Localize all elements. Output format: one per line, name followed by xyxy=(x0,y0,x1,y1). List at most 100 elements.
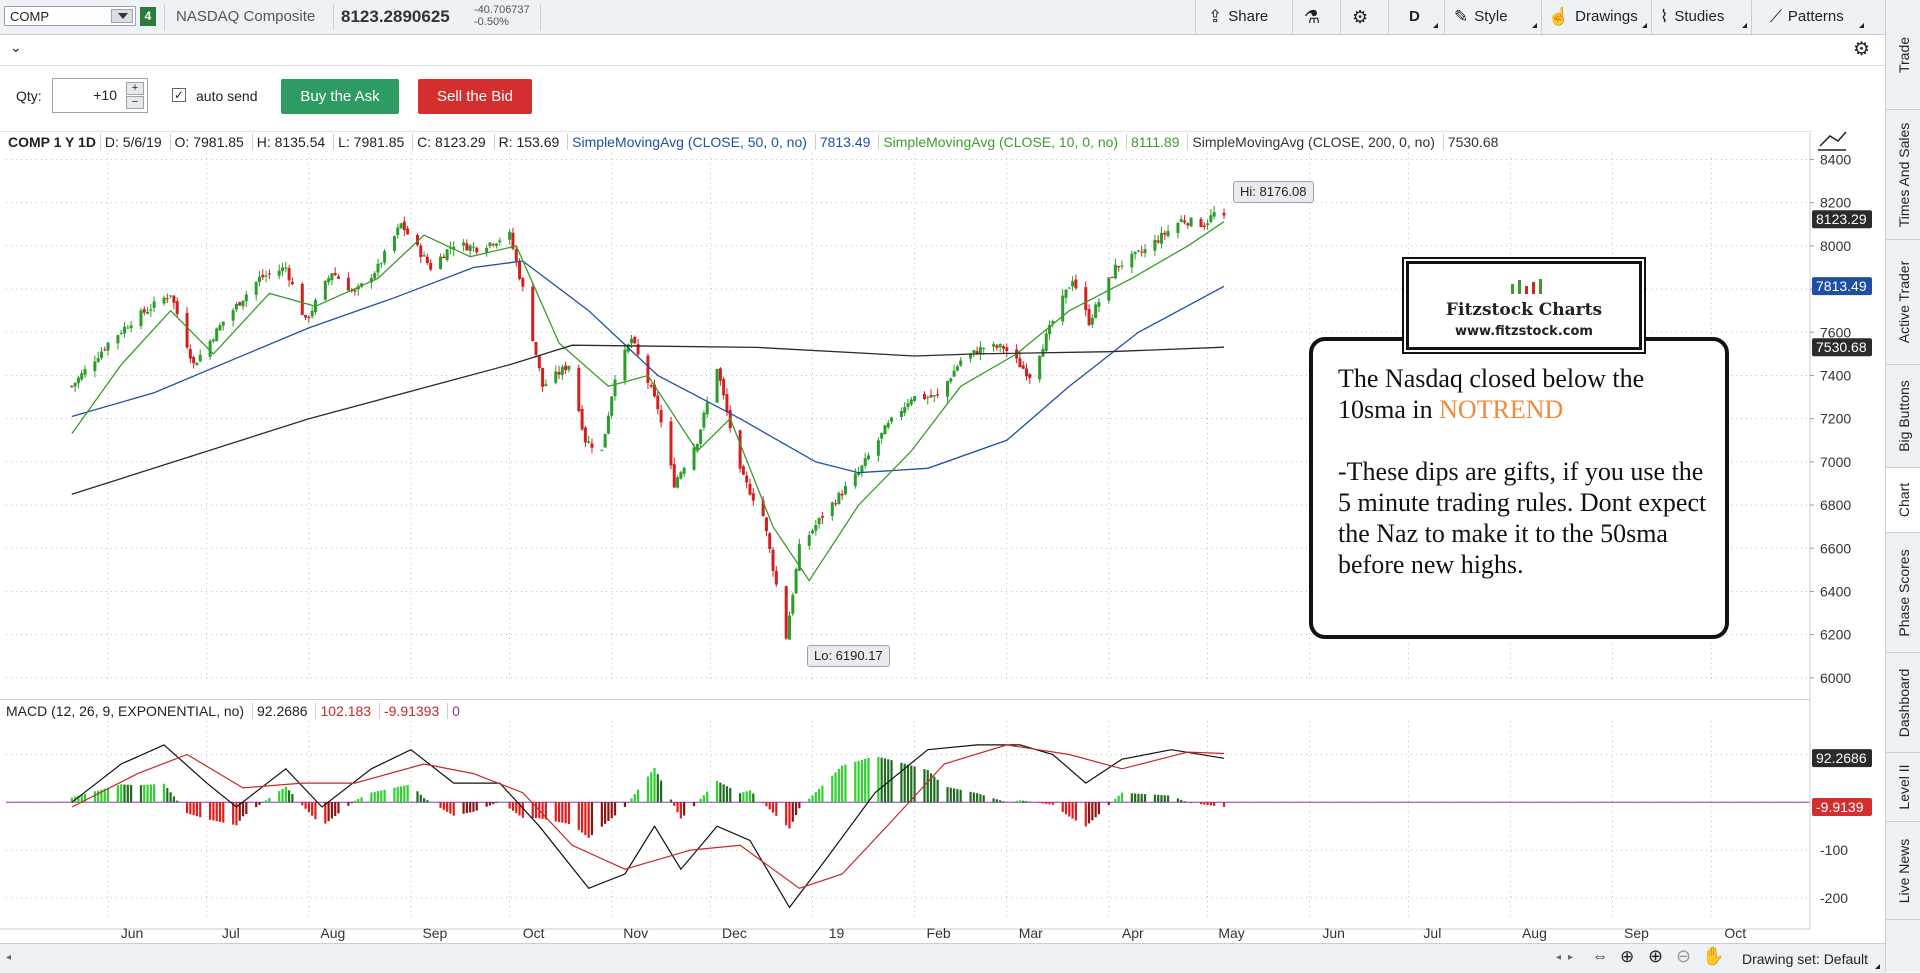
gear-icon[interactable]: ⚙ xyxy=(1853,39,1871,60)
aggregation-button[interactable]: D xyxy=(1409,8,1420,25)
macd-value: 92.2686 xyxy=(251,703,312,719)
pan-hand-icon[interactable]: ✋ xyxy=(1702,946,1725,966)
candle-body xyxy=(162,297,166,304)
auto-send-checkbox[interactable]: ✓ xyxy=(172,88,186,102)
candle-body xyxy=(126,327,130,329)
price-candles xyxy=(70,205,1226,640)
fitzstock-logo: Fitzstock Charts www.fitzstock.com xyxy=(1404,259,1644,352)
candle-body xyxy=(330,273,334,281)
candle-body xyxy=(1199,219,1203,227)
tab-times-and-sales[interactable]: Times And Sales xyxy=(1886,110,1920,240)
share-button[interactable]: ⇪ Share xyxy=(1208,0,1268,34)
legend-sma10-value: 8111.89 xyxy=(1125,134,1184,150)
legend-close: C: 8123.29 xyxy=(412,134,490,150)
link-group-badge[interactable]: 4 xyxy=(140,7,156,26)
zoom-out-icon[interactable]: ⊖ xyxy=(1676,946,1692,966)
candle-body xyxy=(290,281,294,285)
candle-body xyxy=(70,385,74,387)
candle-body xyxy=(537,355,541,369)
candle-body xyxy=(475,247,479,253)
studies-button[interactable]: ⌇ Studies xyxy=(1660,0,1724,34)
candle-body xyxy=(1005,347,1009,352)
candle-body xyxy=(982,347,986,350)
price-mark-bg xyxy=(1812,338,1872,357)
candle-body xyxy=(399,223,403,229)
style-button[interactable]: ✎ Style xyxy=(1454,0,1508,34)
candle-body xyxy=(682,467,686,474)
candle-body xyxy=(1090,317,1094,325)
scroll-left-icon[interactable]: ◂ xyxy=(6,952,12,963)
flask-button[interactable]: ⚗ xyxy=(1304,0,1320,34)
legend-open: O: 7981.85 xyxy=(169,134,248,150)
price-mark-bg xyxy=(1812,210,1872,229)
tab-active-trader[interactable]: Active Trader xyxy=(1886,240,1920,365)
tab-trade[interactable]: Trade xyxy=(1886,0,1920,110)
candle-body xyxy=(465,243,469,251)
drawings-label: Drawings xyxy=(1575,8,1638,25)
tab-label: Chart xyxy=(1895,482,1912,518)
top-toolbar: COMP 4 NASDAQ Composite 8123.2890625 -40… xyxy=(0,0,1885,35)
candle-body xyxy=(439,256,443,269)
settings-button[interactable]: ⚙ xyxy=(1352,0,1368,34)
sell-bid-button[interactable]: Sell the Bid xyxy=(418,79,532,114)
candle-body xyxy=(1176,222,1180,234)
symbol-selector[interactable]: COMP xyxy=(4,6,136,26)
chevron-down-icon[interactable] xyxy=(111,9,133,23)
symbol-description: NASDAQ Composite xyxy=(176,8,316,25)
candle-body xyxy=(116,335,120,344)
tab-chart[interactable]: Chart xyxy=(1886,468,1920,533)
candle-body xyxy=(1179,219,1183,222)
candle-body xyxy=(281,267,285,272)
macd-name[interactable]: MACD (12, 26, 9, EXPONENTIAL, no) xyxy=(6,703,245,719)
high-label: Hi: 8176.08 xyxy=(1233,181,1314,203)
candle-body xyxy=(774,570,778,585)
tab-phase-scores[interactable]: Phase Scores xyxy=(1886,533,1920,653)
time-tick-label: Jul xyxy=(1423,925,1441,941)
tab-label: Active Trader xyxy=(1895,260,1912,344)
candle-body xyxy=(406,228,410,235)
qty-increase-button[interactable]: + xyxy=(126,82,144,95)
candle-body xyxy=(445,249,449,260)
qty-decrease-button[interactable]: − xyxy=(126,96,144,109)
candle-body xyxy=(936,394,940,396)
corner-triangle-icon xyxy=(1433,23,1438,28)
candle-body xyxy=(883,425,887,435)
candle-body xyxy=(310,310,314,317)
drawing-set-label[interactable]: Drawing set: Default xyxy=(1742,951,1869,967)
candle-body xyxy=(1025,368,1029,377)
zoom-in-icon[interactable]: ⊕ xyxy=(1648,946,1664,966)
price-tick-label: 6200 xyxy=(1820,627,1851,643)
tab-live-news[interactable]: Live News xyxy=(1886,822,1920,920)
collapse-chevron-icon[interactable]: ⌄ xyxy=(10,39,22,55)
annotation-box[interactable]: The Nasdaq closed below the 10sma in NOT… xyxy=(1309,337,1729,639)
expand-time-icon[interactable]: ⇔ xyxy=(1592,948,1608,965)
divider xyxy=(1444,0,1445,34)
candle-body xyxy=(866,455,870,460)
legend-sma10[interactable]: SimpleMovingAvg (CLOSE, 10, 0, no) xyxy=(878,134,1123,150)
tab-big-buttons[interactable]: Big Buttons xyxy=(1886,365,1920,468)
candle-body xyxy=(264,275,268,277)
candle-body xyxy=(560,366,564,375)
candle-body xyxy=(992,344,996,347)
drawings-button[interactable]: ☝ Drawings xyxy=(1548,0,1638,34)
legend-sma50[interactable]: SimpleMovingAvg (CLOSE, 50, 0, no) xyxy=(567,134,811,150)
scroll-right-icon[interactable]: ▸ xyxy=(1568,952,1574,963)
buy-ask-button[interactable]: Buy the Ask xyxy=(281,79,399,114)
candle-body xyxy=(518,261,522,279)
qty-input[interactable]: +10 + − xyxy=(52,78,148,113)
candle-body xyxy=(287,268,291,281)
patterns-button[interactable]: ⟋ Patterns xyxy=(1770,0,1844,34)
candle-body xyxy=(534,342,538,355)
scroll-left-icon[interactable]: ◂ xyxy=(1556,952,1562,963)
tab-level-ii[interactable]: Level II xyxy=(1886,753,1920,822)
candle-body xyxy=(514,249,518,262)
legend-sma200[interactable]: SimpleMovingAvg (CLOSE, 200, 0, no) xyxy=(1187,134,1439,150)
tab-dashboard[interactable]: Dashboard xyxy=(1886,653,1920,753)
candle-body xyxy=(448,247,452,249)
crosshair-icon[interactable]: ⊕ xyxy=(1620,947,1635,966)
macd-tick-label: -100 xyxy=(1820,842,1848,858)
price-tick-label: 8000 xyxy=(1820,238,1851,254)
candle-body xyxy=(784,586,788,639)
candle-body xyxy=(860,465,864,472)
